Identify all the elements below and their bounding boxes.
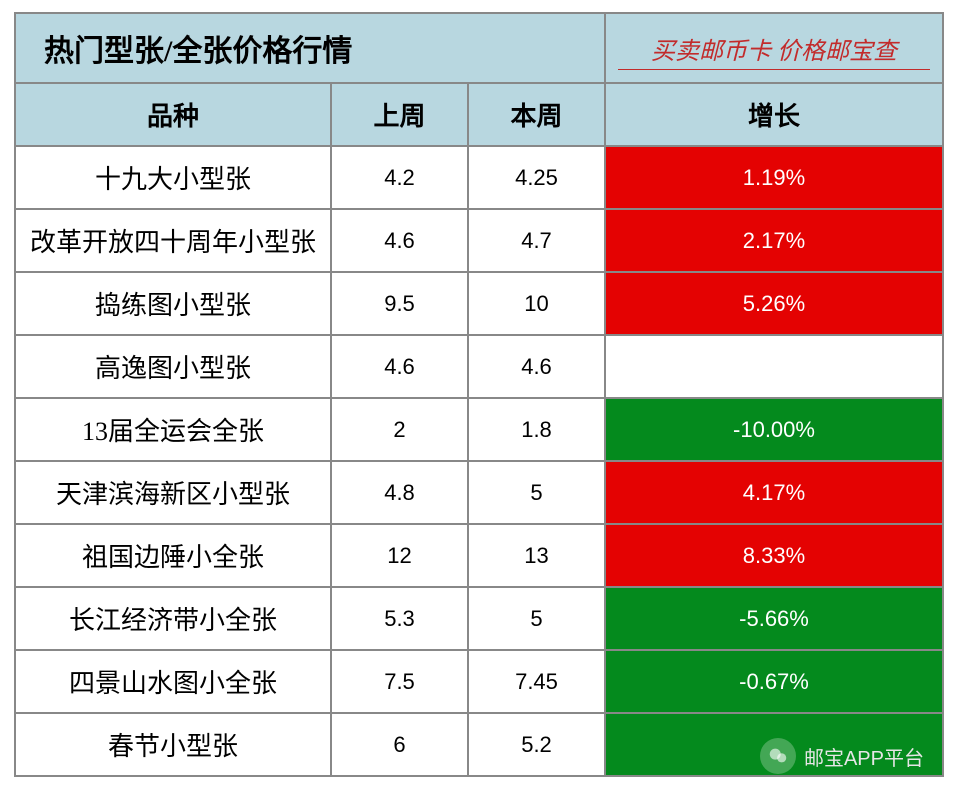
cell-this: 5 bbox=[469, 588, 606, 649]
cell-this: 4.6 bbox=[469, 336, 606, 397]
cell-this: 4.25 bbox=[469, 147, 606, 208]
table-row: 天津滨海新区小型张4.854.17% bbox=[16, 462, 944, 525]
wechat-icon bbox=[760, 738, 796, 774]
slogan-text: 买卖邮币卡 价格邮宝查 bbox=[651, 31, 897, 66]
cell-this: 5.2 bbox=[469, 714, 606, 775]
col-header-last: 上周 bbox=[332, 84, 469, 145]
cell-name: 春节小型张 bbox=[16, 714, 332, 775]
cell-name: 十九大小型张 bbox=[16, 147, 332, 208]
cell-last: 2 bbox=[332, 399, 469, 460]
cell-growth: 8.33% bbox=[606, 525, 944, 586]
table-title: 热门型张/全张价格行情 bbox=[16, 14, 606, 82]
cell-last: 7.5 bbox=[332, 651, 469, 712]
cell-name: 天津滨海新区小型张 bbox=[16, 462, 332, 523]
cell-growth: -0.67% bbox=[606, 651, 944, 712]
cell-last: 5.3 bbox=[332, 588, 469, 649]
cell-name: 捣练图小型张 bbox=[16, 273, 332, 334]
table-slogan: 买卖邮币卡 价格邮宝查 bbox=[606, 14, 944, 82]
cell-last: 4.8 bbox=[332, 462, 469, 523]
cell-growth: 2.17% bbox=[606, 210, 944, 271]
table-row: 13届全运会全张21.8-10.00% bbox=[16, 399, 944, 462]
title-row: 热门型张/全张价格行情 买卖邮币卡 价格邮宝查 bbox=[16, 14, 944, 84]
cell-this: 4.7 bbox=[469, 210, 606, 271]
cell-last: 9.5 bbox=[332, 273, 469, 334]
cell-growth bbox=[606, 336, 944, 397]
cell-last: 6 bbox=[332, 714, 469, 775]
table-row: 十九大小型张4.24.251.19% bbox=[16, 147, 944, 210]
col-header-this: 本周 bbox=[469, 84, 606, 145]
cell-name: 长江经济带小全张 bbox=[16, 588, 332, 649]
cell-growth: -5.66% bbox=[606, 588, 944, 649]
cell-name: 13届全运会全张 bbox=[16, 399, 332, 460]
rows-container: 十九大小型张4.24.251.19%改革开放四十周年小型张4.64.72.17%… bbox=[16, 147, 944, 777]
cell-name: 改革开放四十周年小型张 bbox=[16, 210, 332, 271]
cell-growth: 5.26% bbox=[606, 273, 944, 334]
cell-this: 7.45 bbox=[469, 651, 606, 712]
footer-text: 邮宝APP平台 bbox=[804, 742, 924, 771]
table-row: 高逸图小型张4.64.6 bbox=[16, 336, 944, 399]
table-row: 长江经济带小全张5.35-5.66% bbox=[16, 588, 944, 651]
cell-name: 祖国边陲小全张 bbox=[16, 525, 332, 586]
cell-this: 13 bbox=[469, 525, 606, 586]
cell-last: 4.6 bbox=[332, 210, 469, 271]
table-row: 祖国边陲小全张12138.33% bbox=[16, 525, 944, 588]
footer-badge: 邮宝APP平台 bbox=[760, 738, 924, 774]
cell-name: 高逸图小型张 bbox=[16, 336, 332, 397]
table-row: 改革开放四十周年小型张4.64.72.17% bbox=[16, 210, 944, 273]
col-header-name: 品种 bbox=[16, 84, 332, 145]
cell-this: 5 bbox=[469, 462, 606, 523]
price-table: 热门型张/全张价格行情 买卖邮币卡 价格邮宝查 品种 上周 本周 增长 十九大小… bbox=[14, 12, 944, 777]
cell-last: 12 bbox=[332, 525, 469, 586]
cell-growth: -10.00% bbox=[606, 399, 944, 460]
cell-this: 10 bbox=[469, 273, 606, 334]
slogan-underline bbox=[618, 69, 930, 70]
cell-growth: 4.17% bbox=[606, 462, 944, 523]
cell-name: 四景山水图小全张 bbox=[16, 651, 332, 712]
cell-growth: 1.19% bbox=[606, 147, 944, 208]
cell-this: 1.8 bbox=[469, 399, 606, 460]
table-row: 四景山水图小全张7.57.45-0.67% bbox=[16, 651, 944, 714]
cell-last: 4.2 bbox=[332, 147, 469, 208]
header-row: 品种 上周 本周 增长 bbox=[16, 84, 944, 147]
table-row: 捣练图小型张9.5105.26% bbox=[16, 273, 944, 336]
col-header-growth: 增长 bbox=[606, 84, 944, 145]
cell-last: 4.6 bbox=[332, 336, 469, 397]
